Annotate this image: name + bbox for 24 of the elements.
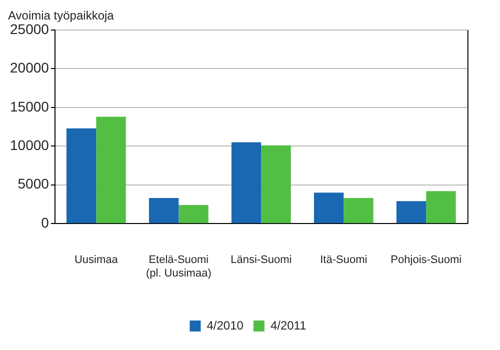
bar xyxy=(426,191,456,224)
bar xyxy=(178,205,208,224)
bar xyxy=(396,201,426,224)
bar xyxy=(96,116,126,224)
bar xyxy=(261,145,291,224)
y-tick-label: 25000 xyxy=(10,20,50,37)
x-tick-label: Itä-Suomi xyxy=(320,254,368,266)
bar xyxy=(344,198,374,224)
bar xyxy=(231,142,262,224)
bar xyxy=(314,192,344,224)
y-tick-label: 20000 xyxy=(10,60,50,76)
legend-label: 4/2010 xyxy=(206,318,244,332)
bar xyxy=(148,198,179,224)
x-tick-label: Etelä-Suomi (pl. Uusimaa) xyxy=(146,254,212,280)
y-tick-label: 10000 xyxy=(10,137,50,154)
legend-label: 4/2011 xyxy=(270,318,307,332)
y-tick-label: 0 xyxy=(41,214,50,230)
x-tick-label: Uusimaa xyxy=(74,254,119,266)
x-tick-label: Länsi-Suomi xyxy=(230,254,292,266)
y-axis-title: Avoimia työpaikkoja xyxy=(8,8,114,22)
bar xyxy=(66,128,96,224)
y-tick-label: 15000 xyxy=(10,98,50,114)
y-tick-label: 5000 xyxy=(18,176,50,192)
x-tick-label: Pohjois-Suomi xyxy=(390,254,462,266)
